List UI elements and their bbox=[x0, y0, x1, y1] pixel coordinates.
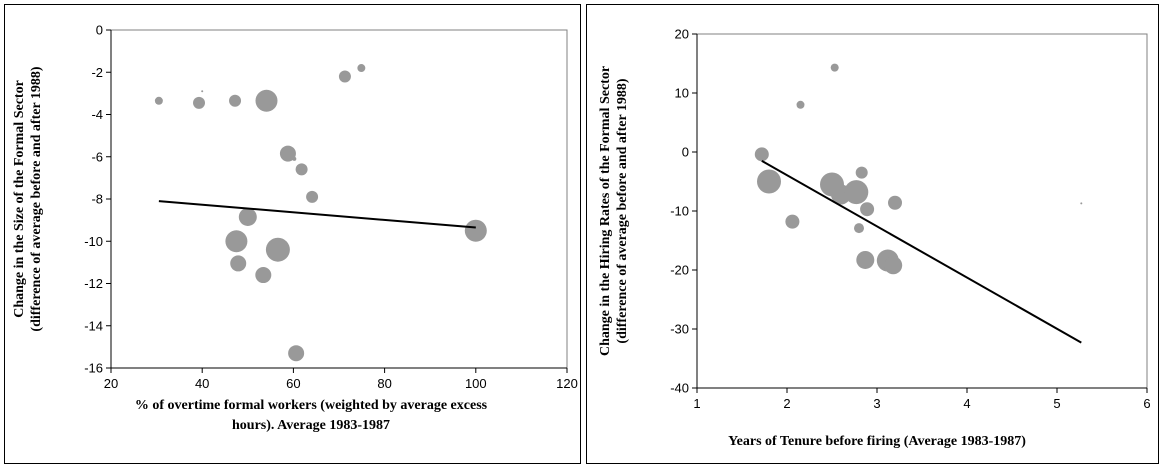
x-axis-title: % of overtime formal workers (weighted b… bbox=[135, 398, 488, 413]
y-tick-label: 0 bbox=[96, 23, 103, 38]
data-point bbox=[860, 202, 875, 217]
y-axis-title: Change in the Size of the Formal Sector bbox=[12, 80, 27, 318]
trend-line bbox=[158, 200, 476, 229]
y-tick-label: -12 bbox=[84, 276, 103, 291]
data-point bbox=[855, 166, 868, 179]
data-point bbox=[201, 90, 204, 93]
trend-line bbox=[761, 159, 1082, 344]
y-tick-label: -2 bbox=[91, 65, 103, 80]
x-tick-label: 6 bbox=[1143, 396, 1150, 411]
y-tick-label: 20 bbox=[675, 27, 689, 42]
data-point bbox=[338, 70, 351, 83]
data-point bbox=[830, 63, 839, 72]
data-point bbox=[888, 195, 902, 210]
data-point bbox=[255, 267, 272, 284]
x-tick-label: 3 bbox=[873, 396, 880, 411]
x-tick-label: 2 bbox=[783, 396, 790, 411]
data-point bbox=[884, 256, 903, 275]
data-point bbox=[225, 230, 248, 253]
data-point bbox=[844, 180, 869, 205]
y-tick-label: -10 bbox=[84, 234, 103, 249]
data-point bbox=[238, 207, 257, 226]
data-point bbox=[754, 147, 769, 162]
data-point bbox=[796, 100, 805, 109]
y-tick-label: -16 bbox=[84, 361, 103, 376]
data-point bbox=[464, 219, 487, 242]
x-tick-label: 1 bbox=[693, 396, 700, 411]
data-point bbox=[279, 145, 296, 162]
y-axis-title: (difference of average before and after … bbox=[29, 66, 44, 331]
x-tick-label: 20 bbox=[104, 376, 118, 391]
y-tick-label: -14 bbox=[84, 318, 103, 333]
chart-panel-left: 0 -2 -4 -6 -8 -10 -12 -14 -16 20 40 60 80 100 120 % of … bbox=[4, 4, 581, 464]
data-point bbox=[854, 223, 864, 234]
plot-area bbox=[696, 33, 1148, 389]
scatter-chart-tenure: 20 10 0 -10 -20 -30 -40 1 2 3 4 5 6 Years of Tenure b… bbox=[598, 27, 1151, 450]
y-axis-title: (difference of average before and after … bbox=[615, 78, 630, 343]
x-tick-label: 80 bbox=[377, 376, 391, 391]
data-point bbox=[295, 163, 308, 176]
chart-panel-right: 20 10 0 -10 -20 -30 -40 1 2 3 4 5 6 Years of Tenure b… bbox=[586, 4, 1159, 464]
data-point bbox=[288, 345, 305, 362]
x-tick-label: 120 bbox=[556, 376, 578, 391]
data-point bbox=[193, 96, 206, 109]
y-tick-label: -20 bbox=[670, 263, 689, 278]
data-point bbox=[357, 64, 366, 73]
data-point bbox=[255, 89, 278, 112]
data-point bbox=[1080, 202, 1083, 205]
x-axis-title: Years of Tenure before firing (Average 1… bbox=[728, 434, 1026, 449]
x-axis-title: hours). Average 1983-1987 bbox=[232, 418, 390, 433]
x-tick-label: 100 bbox=[465, 376, 487, 391]
y-tick-label: -40 bbox=[670, 381, 689, 396]
data-point bbox=[306, 190, 319, 203]
y-tick-label: 10 bbox=[675, 86, 689, 101]
y-tick-label: -8 bbox=[91, 192, 103, 207]
plot-area bbox=[110, 29, 568, 369]
y-tick-label: 0 bbox=[682, 145, 689, 160]
y-tick-label: -6 bbox=[91, 149, 103, 164]
data-point bbox=[757, 169, 781, 194]
x-tick-label: 4 bbox=[963, 396, 970, 411]
data-point bbox=[265, 237, 290, 262]
data-point bbox=[154, 96, 163, 105]
data-point bbox=[292, 156, 297, 161]
x-tick-label: 60 bbox=[286, 376, 300, 391]
data-point bbox=[230, 255, 247, 272]
data-point bbox=[785, 214, 800, 229]
x-tick-label: 5 bbox=[1053, 396, 1060, 411]
y-tick-label: -30 bbox=[670, 322, 689, 337]
y-tick-label: -10 bbox=[670, 204, 689, 219]
x-tick-label: 40 bbox=[195, 376, 209, 391]
data-point bbox=[229, 94, 242, 107]
y-axis-title: Change in the Hiring Rates of the Formal… bbox=[598, 66, 613, 356]
y-tick-label: -4 bbox=[91, 107, 103, 122]
data-point bbox=[856, 250, 875, 269]
